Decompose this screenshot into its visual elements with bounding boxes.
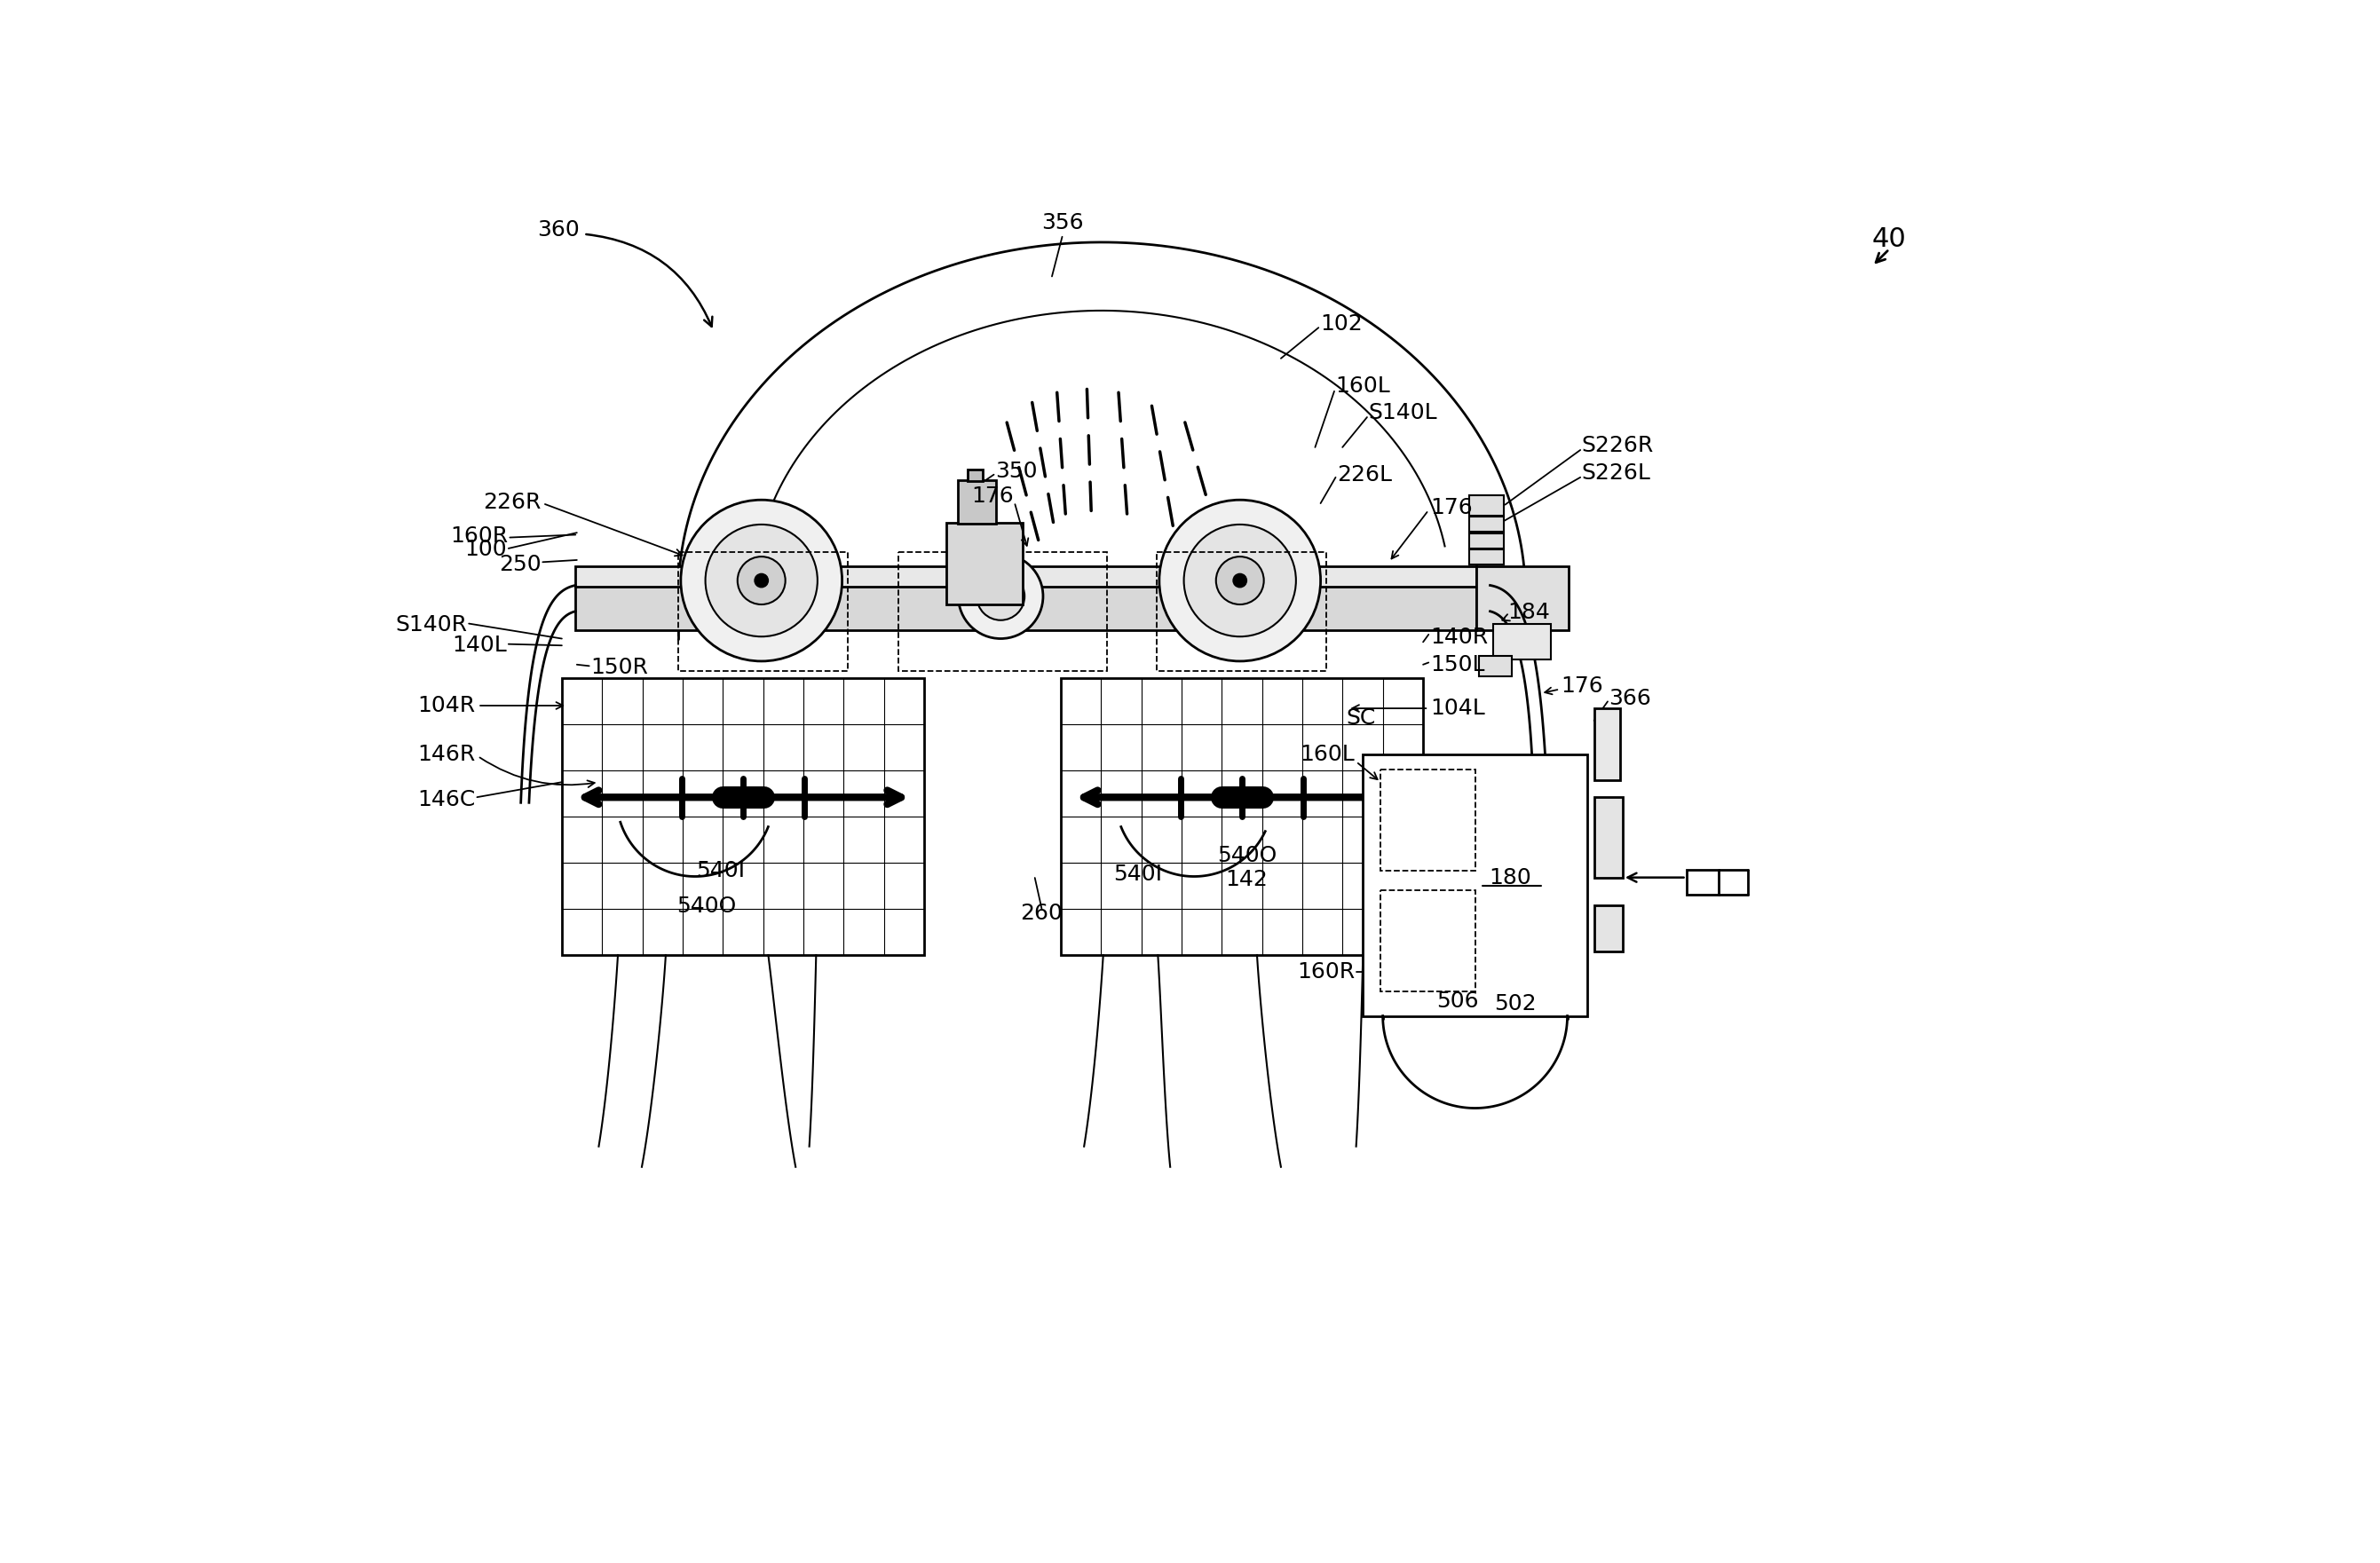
Bar (969, 469, 983, 481)
Text: 356: 356 (1040, 213, 1083, 234)
Text: 540I: 540I (695, 860, 745, 882)
Bar (1380, 771, 1476, 871)
Text: 366: 366 (1609, 688, 1652, 710)
Text: S140R: S140R (395, 614, 466, 636)
Bar (562, 678, 923, 955)
Text: 40: 40 (1873, 227, 1906, 252)
Text: 540O: 540O (676, 896, 735, 917)
Text: 160R: 160R (450, 525, 509, 547)
Bar (1492, 624, 1552, 660)
Text: 540O: 540O (1216, 846, 1276, 866)
Text: 160R: 160R (1297, 961, 1354, 983)
Text: S226R: S226R (1583, 435, 1654, 456)
Bar (1687, 869, 1718, 894)
Bar (1595, 708, 1621, 780)
Bar (1061, 678, 1423, 955)
Circle shape (738, 556, 785, 605)
Bar (1468, 495, 1504, 516)
Bar (1476, 566, 1568, 630)
Text: 226L: 226L (1338, 464, 1392, 485)
Text: S140L: S140L (1368, 402, 1438, 424)
Bar (576, 566, 1476, 586)
Bar (1478, 656, 1511, 677)
Text: 360: 360 (538, 219, 581, 241)
Text: 104L: 104L (1430, 697, 1485, 719)
Text: 176: 176 (1561, 675, 1604, 697)
Text: 502: 502 (1495, 994, 1537, 1014)
Text: 160L: 160L (1299, 744, 1354, 766)
Circle shape (1159, 500, 1321, 661)
Bar (1364, 755, 1587, 1016)
Text: 150L: 150L (1430, 653, 1485, 675)
Text: 506: 506 (1435, 991, 1478, 1011)
Bar (1468, 550, 1504, 564)
Bar (1595, 905, 1623, 952)
Bar (576, 585, 1476, 630)
Text: 180: 180 (1490, 867, 1530, 888)
Circle shape (1233, 574, 1247, 588)
Text: 142: 142 (1226, 869, 1269, 889)
Bar (959, 480, 995, 524)
Text: 350: 350 (995, 461, 1038, 481)
Text: 176: 176 (1430, 497, 1473, 517)
Bar (678, 552, 847, 671)
Text: 140L: 140L (452, 635, 507, 656)
Text: 100: 100 (464, 539, 507, 561)
Circle shape (754, 574, 769, 588)
Text: 184: 184 (1509, 602, 1549, 624)
Bar (1595, 797, 1623, 878)
Circle shape (1216, 556, 1264, 605)
Bar (1380, 889, 1476, 991)
Text: 160L: 160L (1335, 375, 1390, 397)
Bar (1468, 533, 1504, 549)
Circle shape (976, 572, 1026, 621)
Text: 104R: 104R (419, 696, 476, 716)
Text: 146R: 146R (419, 744, 476, 766)
Text: S226L: S226L (1583, 463, 1652, 485)
Bar (1468, 517, 1504, 531)
Text: 540I: 540I (1114, 864, 1161, 885)
Circle shape (704, 525, 816, 636)
Bar (1157, 552, 1326, 671)
Bar (945, 522, 1023, 605)
Text: SC: SC (1345, 706, 1376, 728)
Text: 140R: 140R (1430, 627, 1488, 649)
Bar (897, 552, 1107, 671)
Circle shape (681, 500, 843, 661)
Text: 260: 260 (1021, 903, 1064, 924)
Text: 250: 250 (500, 555, 540, 575)
Text: 150R: 150R (590, 656, 647, 678)
Text: 226R: 226R (483, 491, 540, 513)
Text: 176: 176 (971, 486, 1014, 506)
Text: 146C: 146C (419, 789, 476, 811)
Text: 102: 102 (1321, 314, 1364, 334)
Circle shape (1183, 525, 1297, 636)
Circle shape (959, 553, 1042, 639)
